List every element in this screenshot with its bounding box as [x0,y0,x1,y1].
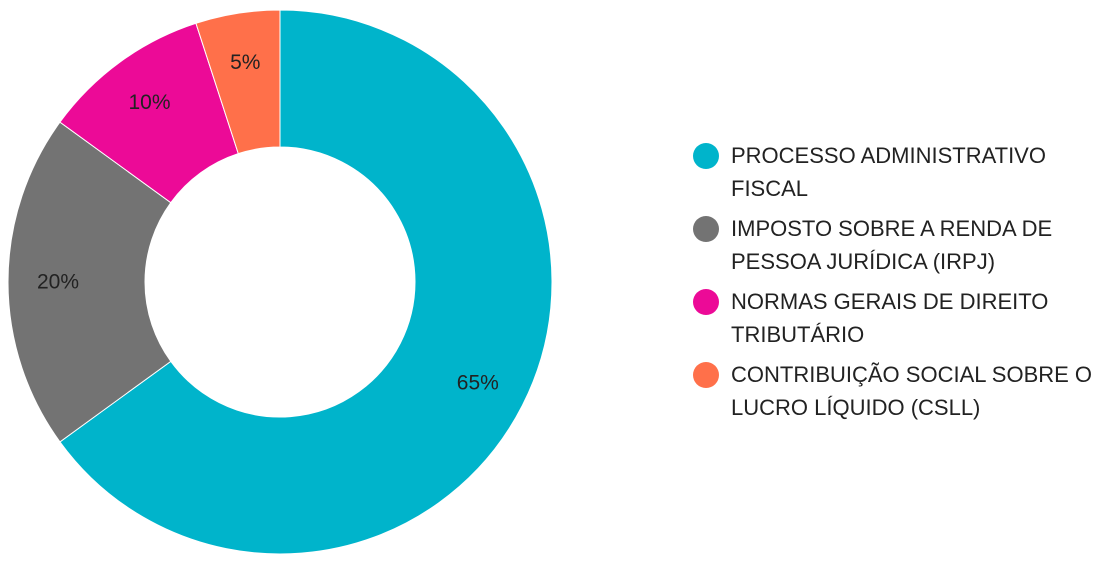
legend-marker-processo-administrativo-fiscal [693,143,719,169]
donut-plot-area: 65% 20% 10% 5% [7,9,553,555]
legend-item-irpj[interactable]: IMPOSTO SOBRE A RENDA DE PESSOA JURÍDICA… [693,212,1103,285]
slice-csll[interactable] [195,9,281,155]
legend-marker-normas-gerais [693,289,719,315]
slice-processo-administrativo-fiscal[interactable] [59,9,553,555]
legend-marker-irpj [693,216,719,242]
legend-item-csll[interactable]: CONTRIBUIÇÃO SOCIAL SOBRE O LUCRO LÍQUID… [693,358,1103,431]
legend-item-processo-administrativo-fiscal[interactable]: PROCESSO ADMINISTRATIVO FISCAL [693,139,1103,212]
legend-label-normas-gerais: NORMAS GERAIS DE DIREITO TRIBUTÁRIO [731,289,1049,347]
slice-irpj[interactable] [7,121,172,443]
slice-label-processo-administrativo-fiscal: 65% [457,371,499,394]
legend-label-csll: CONTRIBUIÇÃO SOCIAL SOBRE O LUCRO LÍQUID… [731,362,1093,420]
legend-label-irpj: IMPOSTO SOBRE A RENDA DE PESSOA JURÍDICA… [731,216,1053,274]
slice-label-normas-gerais: 10% [128,91,170,114]
slice-labels-layer: 65% 20% 10% 5% [37,51,499,394]
slices-layer [7,9,553,555]
legend-marker-csll [693,362,719,388]
slice-label-irpj: 20% [37,271,79,294]
legend-label-processo-administrativo-fiscal: PROCESSO ADMINISTRATIVO FISCAL [731,143,1046,201]
legend-item-normas-gerais[interactable]: NORMAS GERAIS DE DIREITO TRIBUTÁRIO [693,285,1103,358]
legend: PROCESSO ADMINISTRATIVO FISCAL IMPOSTO S… [693,139,1103,431]
slice-label-csll: 5% [230,51,260,74]
